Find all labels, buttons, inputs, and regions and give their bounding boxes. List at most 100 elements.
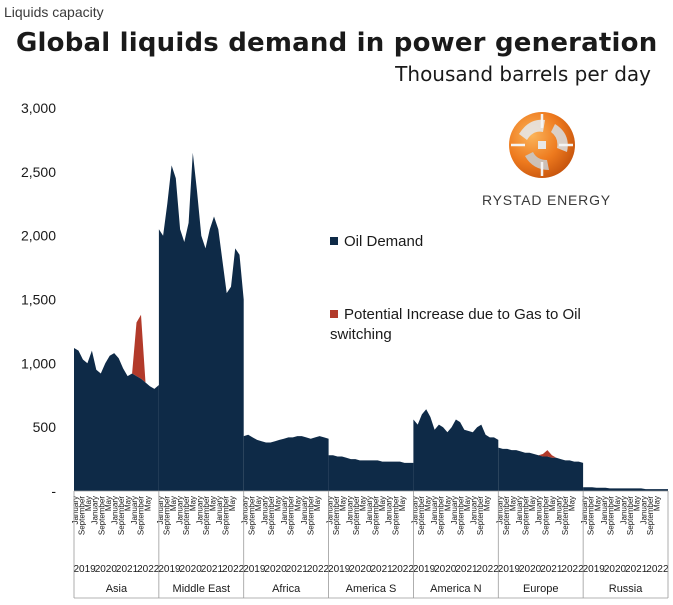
legend-oil: Oil Demand bbox=[330, 233, 423, 250]
month-label: September bbox=[306, 496, 315, 535]
month-label: September bbox=[456, 496, 465, 535]
series-oil-area bbox=[158, 152, 244, 491]
month-label: May bbox=[84, 496, 93, 511]
month-label: January bbox=[535, 496, 544, 524]
month-label: September bbox=[587, 496, 596, 535]
month-label: January bbox=[495, 496, 504, 524]
month-label: September bbox=[437, 496, 446, 535]
year-label: 2019 bbox=[158, 564, 181, 575]
legend-oil-label: Oil Demand bbox=[344, 233, 424, 250]
month-label: January bbox=[600, 496, 609, 524]
series-oil-area bbox=[74, 348, 159, 491]
year-label: 2021 bbox=[116, 564, 139, 575]
y-tick-label: 1,500 bbox=[21, 292, 56, 308]
month-label: January bbox=[470, 496, 479, 524]
month-label: September bbox=[352, 496, 361, 535]
month-label: January bbox=[241, 496, 250, 524]
month-label: May bbox=[293, 496, 302, 511]
month-label: January bbox=[260, 496, 269, 524]
month-label: May bbox=[613, 496, 622, 511]
year-label: 2021 bbox=[625, 564, 648, 575]
month-label: September bbox=[372, 496, 381, 535]
year-label: 2021 bbox=[201, 564, 224, 575]
month-label: May bbox=[208, 496, 217, 511]
region-label: America N bbox=[430, 583, 481, 595]
month-label: May bbox=[313, 496, 322, 511]
chart-subtitle: Thousand barrels per day bbox=[395, 62, 651, 86]
year-label: 2022 bbox=[392, 564, 415, 575]
month-label: January bbox=[91, 496, 100, 524]
rystad-energy-logo-icon bbox=[509, 112, 575, 178]
month-label: September bbox=[267, 496, 276, 535]
y-tick-label: 2,000 bbox=[21, 228, 56, 244]
month-label: September bbox=[606, 496, 615, 535]
month-label: May bbox=[358, 496, 367, 511]
month-label: May bbox=[593, 496, 602, 511]
month-label: January bbox=[430, 496, 439, 524]
legend-gas-switch: Potential Increase due to Gas to Oil swi… bbox=[330, 305, 630, 345]
month-label: September bbox=[646, 496, 655, 535]
month-label: September bbox=[287, 496, 296, 535]
region-label: Asia bbox=[106, 583, 128, 595]
month-label: January bbox=[639, 496, 648, 524]
month-label: May bbox=[548, 496, 557, 511]
month-label: January bbox=[110, 496, 119, 524]
month-label: September bbox=[222, 496, 231, 535]
month-label: January bbox=[156, 496, 165, 524]
month-label: May bbox=[228, 496, 237, 511]
year-label: 2020 bbox=[604, 564, 627, 575]
month-label: September bbox=[202, 496, 211, 535]
year-label: 2019 bbox=[583, 564, 606, 575]
legend-oil-swatch bbox=[330, 237, 338, 245]
month-label: September bbox=[97, 496, 106, 535]
y-tick-label: - bbox=[51, 483, 56, 499]
year-label: 2019 bbox=[328, 564, 351, 575]
month-label: January bbox=[365, 496, 374, 524]
region-label: Europe bbox=[523, 583, 558, 595]
month-label: May bbox=[274, 496, 283, 511]
month-label: September bbox=[162, 496, 171, 535]
chart-title: Global liquids demand in power generatio… bbox=[16, 28, 658, 58]
month-label: May bbox=[443, 496, 452, 511]
month-label: January bbox=[195, 496, 204, 524]
section-label: Liquids capacity bbox=[4, 4, 104, 20]
month-label: May bbox=[424, 496, 433, 511]
month-label: September bbox=[502, 496, 511, 535]
month-label: September bbox=[182, 496, 191, 535]
month-label: January bbox=[450, 496, 459, 524]
month-label: May bbox=[568, 496, 577, 511]
year-label: 2022 bbox=[307, 564, 330, 575]
year-label: 2020 bbox=[349, 564, 372, 575]
series-gas-switch-area bbox=[498, 447, 584, 463]
year-label: 2020 bbox=[519, 564, 542, 575]
month-label: January bbox=[385, 496, 394, 524]
month-label: May bbox=[398, 496, 407, 511]
month-label: May bbox=[633, 496, 642, 511]
month-label: May bbox=[339, 496, 348, 511]
month-label: September bbox=[417, 496, 426, 535]
year-label: 2021 bbox=[455, 564, 478, 575]
year-label: 2022 bbox=[646, 564, 669, 575]
month-label: January bbox=[515, 496, 524, 524]
month-label: May bbox=[189, 496, 198, 511]
month-label: May bbox=[254, 496, 263, 511]
month-label: September bbox=[561, 496, 570, 535]
month-label: January bbox=[554, 496, 563, 524]
month-label: May bbox=[652, 496, 661, 511]
year-label: 2022 bbox=[477, 564, 500, 575]
y-tick-label: 3,000 bbox=[21, 100, 56, 116]
month-label: January bbox=[280, 496, 289, 524]
month-label: January bbox=[130, 496, 139, 524]
region-label: Middle East bbox=[173, 583, 230, 595]
month-label: May bbox=[378, 496, 387, 511]
month-label: September bbox=[626, 496, 635, 535]
year-label: 2019 bbox=[498, 564, 521, 575]
year-label: 2019 bbox=[243, 564, 266, 575]
year-label: 2021 bbox=[370, 564, 393, 575]
year-label: 2022 bbox=[561, 564, 584, 575]
month-label: January bbox=[345, 496, 354, 524]
month-label: May bbox=[463, 496, 472, 511]
year-label: 2020 bbox=[180, 564, 203, 575]
month-label: May bbox=[124, 496, 133, 511]
